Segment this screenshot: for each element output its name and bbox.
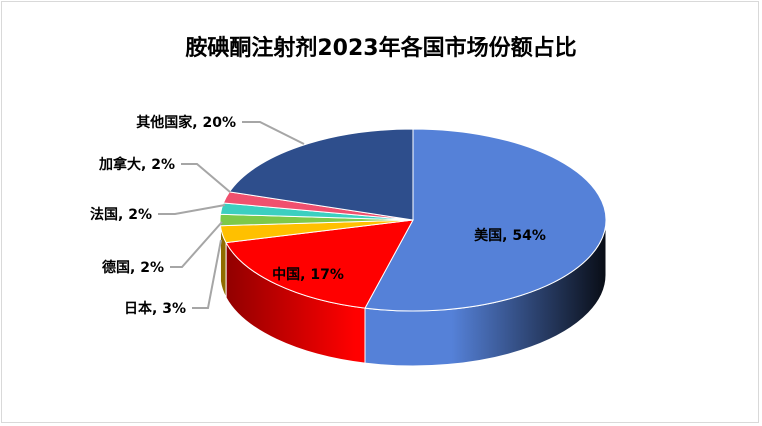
leader-line-5: [181, 163, 231, 193]
data-label-3: 德国, 2%: [102, 259, 164, 276]
pie-slice-0: [364, 128, 607, 312]
leader-line-6: [242, 121, 305, 145]
pie-slice-1: [225, 219, 414, 309]
leader-line-4: [158, 204, 226, 215]
data-label-0: 美国, 54%: [474, 227, 546, 244]
pie-slice-6: [228, 128, 414, 221]
data-label-1: 中国, 17%: [272, 266, 344, 283]
data-label-5: 加拿大, 2%: [98, 156, 175, 173]
leader-line-3: [170, 221, 223, 268]
chart-title: 胺碘酮注射剂2023年各国市场份额占比: [185, 36, 577, 61]
data-label-4: 法国, 2%: [90, 206, 152, 223]
leader-line-2: [192, 239, 222, 309]
data-label-2: 日本, 3%: [124, 300, 186, 317]
data-label-6: 其他国家, 20%: [136, 114, 236, 131]
